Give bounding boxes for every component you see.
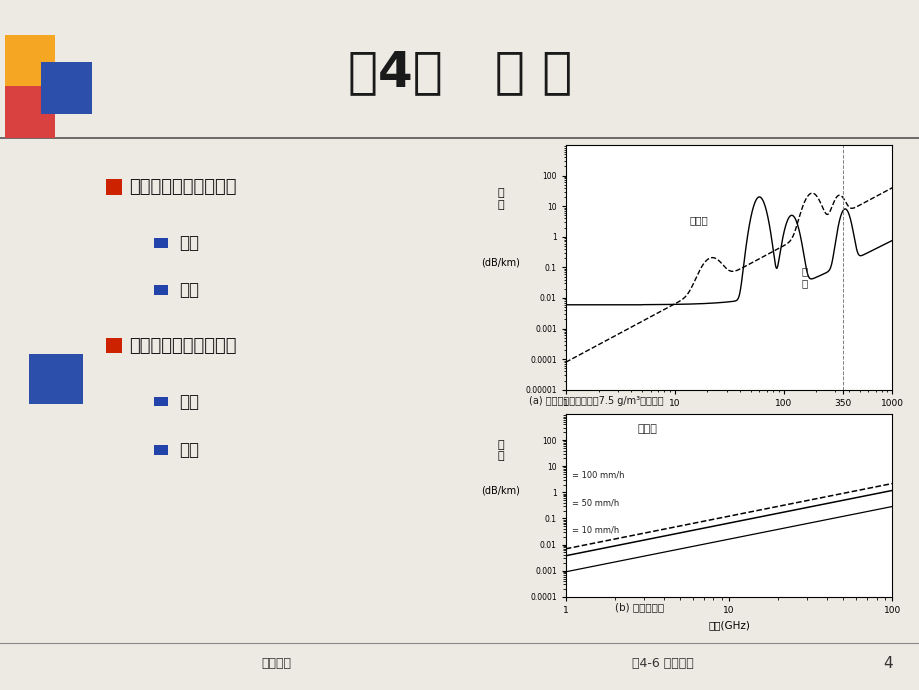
Text: 衰
减: 衰 减	[496, 440, 504, 462]
X-axis label: 频率(GHz): 频率(GHz)	[708, 413, 749, 424]
Text: 电离层对于传播的影响: 电离层对于传播的影响	[129, 178, 236, 196]
Bar	[106, 179, 122, 195]
Text: 吸收: 吸收	[179, 441, 199, 459]
Text: 散射: 散射	[179, 393, 199, 411]
Bar	[5, 86, 55, 138]
Text: = 50 mm/h: = 50 mm/h	[572, 498, 618, 507]
Text: 大气层对于传播的影响: 大气层对于传播的影响	[129, 337, 236, 355]
Text: (a) 氧气和水蒸气（浓度7.5 g/m³）的衰减: (a) 氧气和水蒸气（浓度7.5 g/m³）的衰减	[528, 395, 663, 406]
Text: 反射: 反射	[179, 234, 199, 252]
Bar	[41, 62, 92, 114]
Text: 水蒸气: 水蒸气	[689, 215, 708, 225]
Bar	[29, 354, 83, 404]
Text: 氧
气: 氧 气	[800, 266, 807, 288]
Bar	[106, 338, 122, 353]
X-axis label: 频率(GHz): 频率(GHz)	[708, 620, 749, 631]
Text: 散射: 散射	[179, 281, 199, 299]
Text: 图4-6 大气衰减: 图4-6 大气衰减	[630, 658, 693, 670]
Text: 衰
减: 衰 减	[496, 188, 504, 210]
Text: 降雨率: 降雨率	[637, 424, 657, 434]
Bar	[5, 34, 55, 86]
Text: = 100 mm/h: = 100 mm/h	[572, 471, 624, 480]
Text: (dB/km): (dB/km)	[481, 486, 519, 496]
Text: 第4章   信 道: 第4章 信 道	[347, 48, 572, 97]
Text: = 10 mm/h: = 10 mm/h	[572, 526, 618, 535]
Text: 4: 4	[882, 656, 891, 671]
Text: (b) 降雨的衰减: (b) 降雨的衰减	[614, 602, 664, 613]
Text: (dB/km): (dB/km)	[481, 257, 519, 268]
Text: 章节课件: 章节课件	[261, 658, 290, 670]
